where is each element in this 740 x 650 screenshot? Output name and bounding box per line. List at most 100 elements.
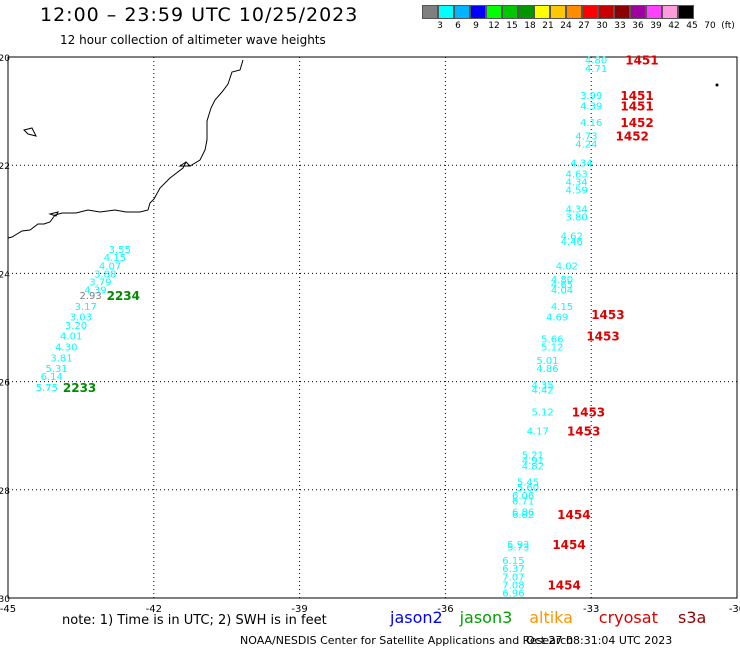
color-swatch: [550, 5, 566, 19]
wave-height-label: 5.01: [536, 356, 558, 367]
pass-time-label: 1454: [552, 538, 585, 552]
x-tick-label: -45: [0, 604, 16, 615]
wave-height-label: 6.37: [502, 564, 524, 575]
pass-time-label: 1453: [591, 308, 624, 322]
x-tick-label: -33: [583, 604, 599, 615]
wave-height-label: 4.35: [531, 380, 553, 391]
chart-subtitle: 12 hour collection of altimeter wave hei…: [60, 33, 326, 47]
color-swatch: [534, 5, 550, 19]
wave-height-label: 6.96: [502, 589, 524, 600]
x-tick-label: -39: [291, 604, 307, 615]
pass-time-label: 1454: [557, 508, 590, 522]
pass-time-label: 2234: [107, 289, 140, 303]
wave-height-label: 3.20: [65, 321, 87, 332]
wave-height-label: 4.02: [556, 261, 578, 272]
y-tick-label: -22: [0, 162, 10, 172]
satellite-legend-jason2: jason2: [390, 608, 443, 627]
wave-height-label: 4.82: [522, 461, 544, 472]
wave-height-label: 3.17: [75, 302, 97, 313]
x-tick-label: -36: [437, 604, 453, 615]
chart-title: 12:00 – 23:59 UTC 10/25/2023: [40, 4, 359, 26]
wave-height-label: 4.16: [580, 118, 602, 129]
wave-height-label: 4.65: [551, 280, 573, 291]
color-swatch: [662, 5, 678, 19]
wave-height-label: 3.80: [565, 213, 587, 224]
color-scale-labels: 3 6 9 12 15 18 21 24 27 30 33 36 39 42 45 70 (ft): [422, 21, 740, 33]
wave-height-label: 4.63: [565, 169, 587, 180]
wave-height-label: 4.34: [565, 204, 587, 215]
wave-height-label: 4.34: [570, 158, 592, 169]
wave-height-label: 4.62: [561, 232, 583, 243]
color-scale-tick: 18: [524, 21, 536, 31]
pass-time-label: 2233: [63, 381, 96, 395]
pass-time-label: 1453: [572, 405, 605, 419]
satellite-legend-s3a: s3a: [678, 608, 707, 627]
wave-height-label: 4.30: [55, 342, 77, 353]
color-scale-tick: 12: [488, 21, 500, 31]
wave-height-label: 2.93: [79, 291, 101, 302]
color-swatch: [438, 5, 454, 19]
color-scale-tick: 30: [596, 21, 608, 31]
wave-height-label: 3.79: [89, 278, 111, 289]
wave-height-label: 4.86: [536, 364, 558, 375]
wave-height-label: 4.73: [575, 131, 597, 142]
color-swatch: [646, 5, 662, 19]
color-scale-tick: 27: [578, 21, 590, 31]
color-swatch: [598, 5, 614, 19]
pass-time-label: 1453: [586, 330, 619, 344]
color-swatch: [502, 5, 518, 19]
wave-height-label: 5.31: [45, 364, 67, 375]
color-scale-tick: 33: [614, 21, 626, 31]
y-tick-label: -20: [0, 54, 10, 64]
color-swatch: [422, 5, 438, 19]
pass-time-label: 1452: [620, 116, 653, 130]
wave-height-label: 5.73: [507, 543, 529, 554]
wave-height-label: 4.34: [565, 177, 587, 188]
x-tick-label: -42: [146, 604, 162, 615]
wave-height-label: 4.07: [99, 261, 121, 272]
color-scale-tick: 15: [506, 21, 518, 31]
x-tick-label: -30: [729, 604, 740, 615]
wave-height-label: 3.88: [94, 269, 116, 280]
wave-height-label: 3.81: [50, 353, 72, 364]
wave-height-label: 6.71: [512, 497, 534, 508]
wave-height-label: 6.06: [512, 491, 534, 502]
color-swatch: [630, 5, 646, 19]
wave-height-label: 4.91: [522, 456, 544, 467]
wave-height-label: 4.01: [60, 332, 82, 343]
color-swatch: [582, 5, 598, 19]
satellite-legend-jason3: jason3: [459, 608, 513, 627]
wave-height-label: 5.12: [531, 407, 553, 418]
wave-height-label: 4.69: [546, 313, 568, 324]
color-scale-tick: 39: [650, 21, 662, 31]
color-swatch: [454, 5, 470, 19]
wave-height-label: 5.21: [522, 451, 544, 462]
wave-height-label: 4.24: [575, 140, 597, 151]
pass-time-label: 1454: [547, 578, 580, 592]
pass-time-label: 1453: [567, 424, 600, 438]
wave-height-label: 7.08: [502, 580, 524, 591]
pass-time-label: 1451: [625, 54, 658, 68]
pass-time-label: 1451: [620, 89, 653, 103]
color-scale-tick: 24: [560, 21, 572, 31]
color-scale-tick: 3: [437, 21, 443, 31]
satellite-legend-cryosat: cryosat: [598, 608, 658, 627]
color-swatch: [566, 5, 582, 19]
satellite-legend-altika: altika: [529, 608, 573, 627]
color-scale-tick: 36: [632, 21, 644, 31]
pass-time-label: 1452: [616, 129, 649, 143]
generated-timestamp: Oct 27 08:31:04 UTC 2023: [526, 634, 673, 647]
wave-height-label: 3.55: [109, 245, 131, 256]
color-scale-tick: 70: [704, 21, 716, 31]
wave-height-label: 5.75: [36, 383, 58, 394]
color-swatch: [486, 5, 502, 19]
footer-note: note: 1) Time is in UTC; 2) SWH is in fe…: [62, 613, 327, 628]
y-tick-label: -24: [0, 270, 10, 280]
y-tick-label: -28: [0, 487, 10, 497]
island-dot: [715, 83, 719, 87]
y-tick-label: -26: [0, 379, 10, 389]
color-scale-tick: 21: [542, 21, 554, 31]
lat-lon-grid: -45 -42 -39 -36 -33 -30 -20 -22 -24 -26 -28 -30: [0, 54, 740, 615]
wave-height-map: -45 -42 -39 -36 -33 -30 -20 -22 -24 -26 -28 -30 3.5…: [0, 54, 740, 615]
wave-height-label: 4.59: [565, 186, 587, 197]
